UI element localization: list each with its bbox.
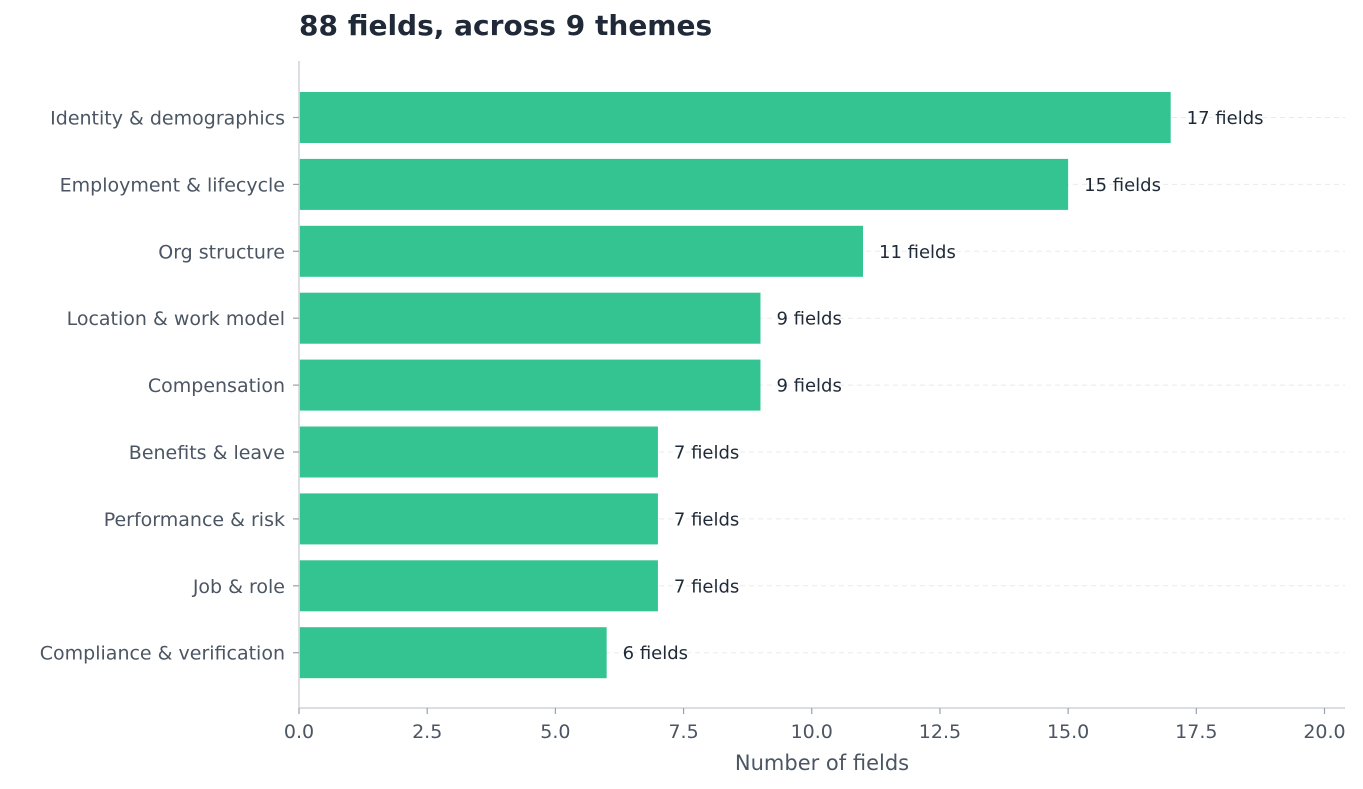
data-label: 15 fields (1084, 175, 1161, 196)
data-label: 6 fields (623, 643, 688, 664)
y-tick-label: Org structure (158, 241, 285, 263)
y-tick-label: Job & role (192, 576, 285, 598)
data-label: 9 fields (776, 309, 841, 330)
bars (299, 92, 1171, 679)
x-tick-label: 0.0 (284, 721, 314, 743)
bar (299, 493, 658, 545)
labels: Identity & demographics 17 fields Employme… (40, 108, 1346, 744)
x-tick-label: 10.0 (791, 721, 833, 743)
y-tick-label: Identity & demographics (50, 108, 285, 130)
y-tick-label: Employment & lifecycle (60, 174, 285, 196)
bar (299, 627, 607, 679)
chart-title: 88 fields, across 9 themes (299, 9, 713, 42)
data-label: 7 fields (674, 509, 739, 530)
data-label: 7 fields (674, 576, 739, 597)
x-tick-label: 17.5 (1175, 721, 1217, 743)
y-tick-label: Location & work model (67, 308, 285, 330)
x-tick-label: 12.5 (919, 721, 961, 743)
y-tick-label: Compliance & verification (40, 643, 285, 665)
x-tick-label: 15.0 (1047, 721, 1089, 743)
data-label: 17 fields (1187, 108, 1264, 129)
bar (299, 92, 1171, 143)
data-label: 11 fields (879, 242, 956, 263)
bar (299, 292, 761, 344)
bar (299, 158, 1069, 210)
x-axis-title: Number of fields (735, 751, 909, 775)
y-tick-label: Benefits & leave (129, 442, 285, 464)
y-tick-label: Performance & risk (104, 509, 285, 531)
bar (299, 426, 658, 478)
y-tick-label: Compensation (148, 375, 285, 397)
x-tick-label: 5.0 (540, 721, 570, 743)
bar (299, 560, 658, 612)
x-tick-label: 20.0 (1303, 721, 1345, 743)
x-tick-label: 7.5 (668, 721, 698, 743)
bar (299, 225, 864, 277)
data-label: 9 fields (776, 376, 841, 397)
bar (299, 359, 761, 411)
x-tick-label: 2.5 (412, 721, 442, 743)
data-label: 7 fields (674, 443, 739, 464)
